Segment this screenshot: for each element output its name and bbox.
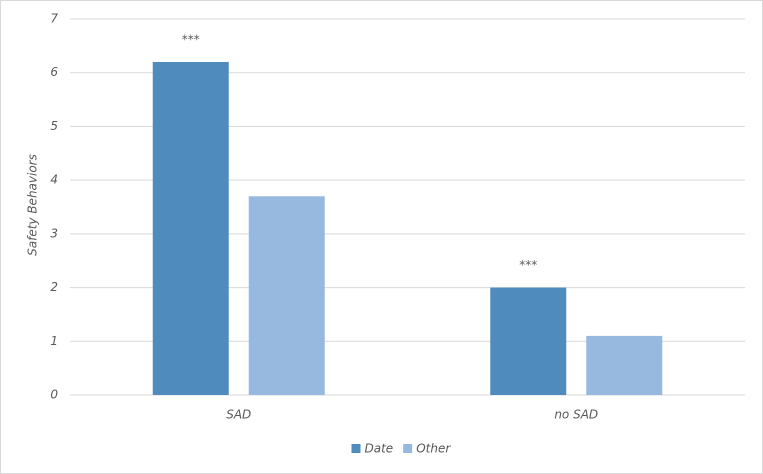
legend-swatch	[351, 444, 361, 453]
bar	[586, 335, 663, 395]
y-tick-label: 5	[50, 119, 58, 133]
y-tick-label: 0	[50, 388, 58, 402]
bar	[248, 196, 325, 395]
x-tick-label: no SAD	[554, 408, 598, 422]
y-tick-label: 6	[50, 65, 58, 79]
significance-annotation: ***	[182, 32, 200, 46]
y-tick-label: 7	[50, 12, 58, 26]
y-tick-label: 4	[50, 173, 58, 187]
y-tick-label: 1	[50, 334, 58, 348]
y-tick-label: 2	[50, 280, 58, 294]
y-axis-label: Safety Behaviors	[26, 154, 40, 256]
legend-label: Date	[365, 442, 394, 456]
bar	[490, 287, 567, 395]
legend-swatch	[403, 444, 413, 453]
legend-label: Other	[416, 442, 451, 456]
x-tick-label: SAD	[226, 408, 251, 422]
y-tick-label: 3	[50, 226, 58, 240]
significance-annotation: ***	[519, 258, 537, 272]
bar	[152, 61, 229, 395]
